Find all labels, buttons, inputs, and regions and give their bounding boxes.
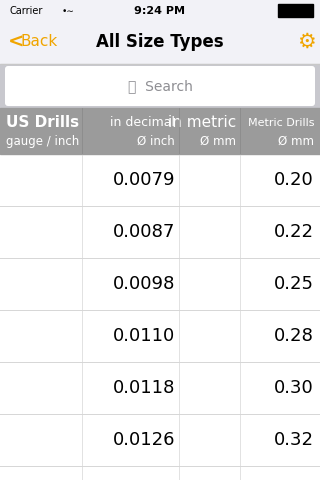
Bar xyxy=(0,20,320,64)
Text: Carrier: Carrier xyxy=(10,6,44,16)
Text: Ø inch: Ø inch xyxy=(137,134,175,148)
Text: 9:24 PM: 9:24 PM xyxy=(134,6,186,16)
Text: 0.0087: 0.0087 xyxy=(113,223,175,241)
Text: in decimal: in decimal xyxy=(110,116,175,129)
Text: 0.0126: 0.0126 xyxy=(113,431,175,449)
Text: 🔍  Search: 🔍 Search xyxy=(128,79,192,93)
Text: <: < xyxy=(8,33,24,51)
Text: 0.0110: 0.0110 xyxy=(113,327,175,345)
Bar xyxy=(278,4,313,17)
Bar xyxy=(0,258,320,310)
Text: 0.32: 0.32 xyxy=(274,431,314,449)
Text: 0.30: 0.30 xyxy=(274,379,314,397)
Text: 0.20: 0.20 xyxy=(274,171,314,189)
Bar xyxy=(0,362,320,414)
Text: Ø mm: Ø mm xyxy=(200,134,236,148)
Text: All Size Types: All Size Types xyxy=(96,33,224,51)
Text: Ø mm: Ø mm xyxy=(278,134,314,148)
Text: Metric Drills: Metric Drills xyxy=(247,118,314,128)
FancyBboxPatch shape xyxy=(5,66,315,106)
Text: Back: Back xyxy=(20,35,57,49)
Bar xyxy=(0,0,320,20)
Text: in metric: in metric xyxy=(168,115,236,130)
Bar xyxy=(0,154,320,206)
Text: 0.22: 0.22 xyxy=(274,223,314,241)
Bar xyxy=(0,108,320,154)
Bar xyxy=(0,310,320,362)
Text: US Drills: US Drills xyxy=(6,115,79,130)
Text: 0.28: 0.28 xyxy=(274,327,314,345)
Bar xyxy=(0,64,320,108)
Bar xyxy=(0,414,320,466)
Text: 0.25: 0.25 xyxy=(274,275,314,293)
Text: gauge / inch: gauge / inch xyxy=(6,134,79,148)
Text: 0.0079: 0.0079 xyxy=(113,171,175,189)
Text: ⚙: ⚙ xyxy=(297,32,316,52)
Bar xyxy=(0,206,320,258)
Text: •∼: •∼ xyxy=(62,7,75,15)
Text: 0.0098: 0.0098 xyxy=(113,275,175,293)
Text: 0.0118: 0.0118 xyxy=(113,379,175,397)
